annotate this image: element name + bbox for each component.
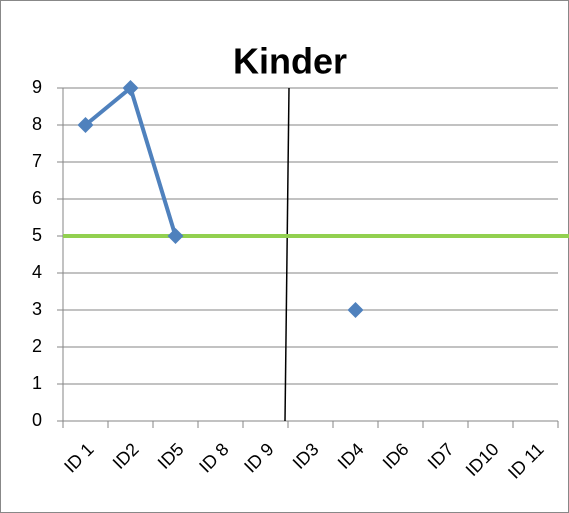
- y-tick-label: 3: [32, 299, 42, 319]
- data-marker: [167, 228, 184, 244]
- y-tick-label: 4: [32, 262, 42, 282]
- y-tick-label: 1: [32, 373, 42, 393]
- data-marker: [77, 117, 94, 133]
- data-marker: [122, 80, 139, 96]
- chart-title: Kinder: [233, 41, 347, 82]
- y-tick-label: 2: [32, 336, 42, 356]
- y-tick-label: 5: [32, 225, 42, 245]
- y-tick-label: 6: [32, 188, 42, 208]
- y-tick-label: 0: [32, 410, 42, 430]
- y-tick-label: 9: [32, 77, 42, 97]
- data-marker: [347, 302, 364, 318]
- y-tick-label: 8: [32, 114, 42, 134]
- y-tick-label: 7: [32, 151, 42, 171]
- divider-line: [284, 87, 290, 422]
